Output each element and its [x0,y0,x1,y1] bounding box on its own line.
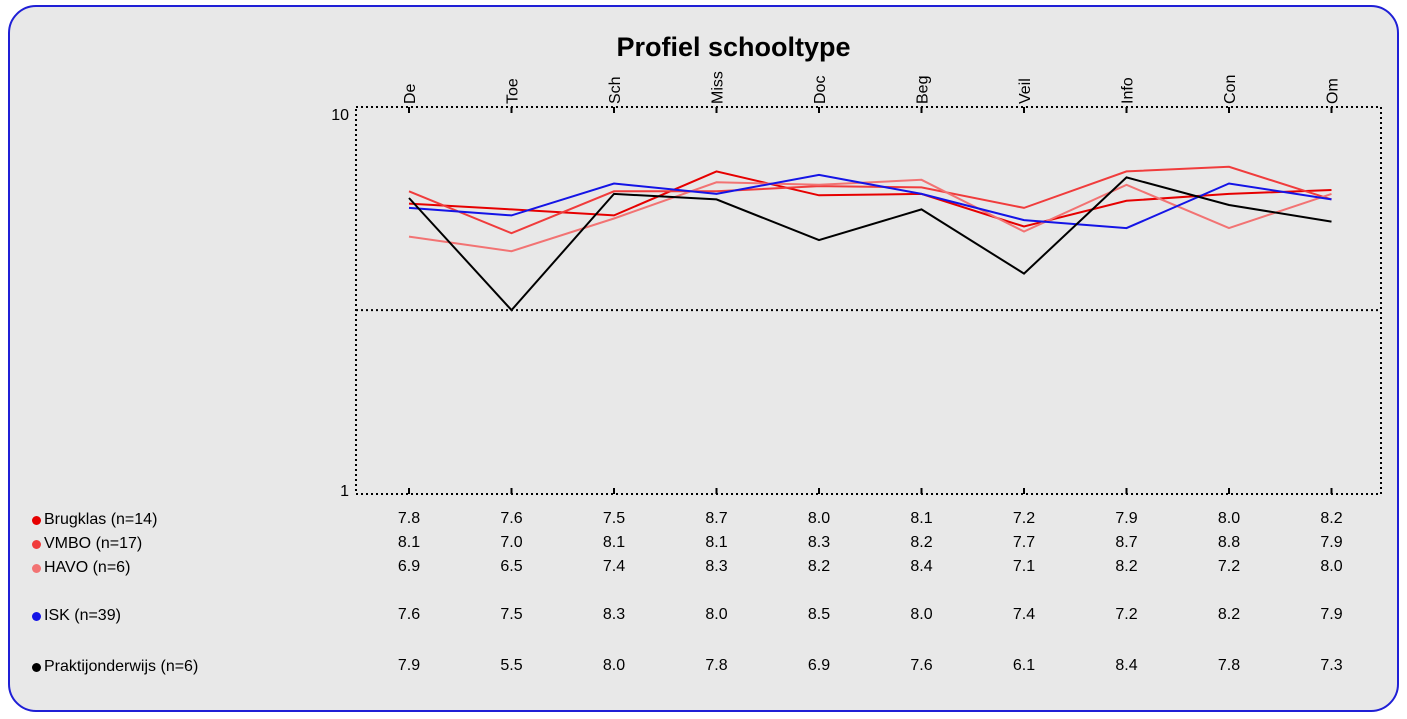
legend-marker [32,563,41,573]
data-value-label: 7.9 [1320,534,1343,551]
data-value-label: 8.2 [1217,606,1241,623]
data-value-label: 7.2 [1115,606,1138,623]
data-value-label: 8.2 [910,534,933,551]
data-value-label: 7.7 [1012,534,1036,551]
data-value-label: 8.3 [807,534,831,551]
data-value-label: 8.0 [1320,558,1343,575]
series-lines [408,165,1332,312]
data-value-label: 8.5 [807,606,831,623]
data-value-label: 7.9 [397,657,421,674]
data-value-label: 8.1 [705,534,728,551]
series-line [408,178,1332,253]
series-line [408,176,1332,312]
data-value-label: 7.8 [397,510,421,527]
data-value-label: 8.8 [1217,534,1241,551]
legend-label: HAVO (n=6) [44,559,131,576]
legend-label: Brugklas (n=14) [44,511,158,528]
x-tick-label: De [402,83,419,104]
data-value-label: 7.6 [500,510,523,527]
data-value-label: 8.1 [910,510,933,527]
data-value-label: 8.2 [807,558,831,575]
data-value-label: 7.1 [1012,558,1036,575]
legend-label: Praktijonderwijs (n=6) [44,658,199,675]
chart-title: Profiel schooltype [616,32,851,62]
data-value-label: 8.4 [910,558,933,575]
data-value-label: 5.5 [500,657,523,674]
data-value-label: 7.4 [1012,606,1036,623]
data-value-label: 8.4 [1115,657,1138,674]
data-value-label: 8.7 [705,510,728,527]
data-value-label: 8.1 [602,534,626,551]
data-value-label: 7.4 [602,558,626,575]
legend-marker [32,515,41,525]
data-value-label: 8.2 [1115,558,1138,575]
legend-item: Brugklas (n=14) [32,510,157,530]
legend-marker [32,611,41,621]
x-tick-label: Miss [710,71,727,104]
data-value-label: 7.6 [910,657,933,674]
data-value-label: 7.5 [602,510,626,527]
data-value-label: 8.3 [602,606,626,623]
legend-item: HAVO (n=6) [32,558,130,578]
x-tick-label: Veil [1017,78,1034,104]
data-value-label: 7.3 [1320,657,1343,674]
x-tick-label: Sch [607,76,624,104]
data-value-label: 8.0 [910,606,933,623]
legend-label: ISK (n=39) [44,607,121,624]
data-value-label: 8.7 [1115,534,1138,551]
legend-label: VMBO (n=17) [44,535,143,552]
chart-panel [8,5,1399,712]
y-tick-label: 10 [331,107,349,124]
data-value-label: 7.8 [705,657,728,674]
legend-marker [32,539,41,549]
data-value-label: 7.6 [397,606,421,623]
data-value-label: 7.2 [1217,558,1241,575]
data-value-label: 8.0 [602,657,626,674]
x-tick-label: Beg [915,76,932,104]
x-tick-label: Con [1222,75,1239,104]
x-tick-label: Info [1120,77,1137,104]
data-value-label: 7.8 [1217,657,1241,674]
data-value-label: 7.9 [1115,510,1138,527]
series-line [408,165,1332,235]
y-tick-label: 1 [340,483,349,500]
plot-area [355,106,1382,495]
legend-marker [32,662,41,672]
data-value-label: 8.2 [1320,510,1343,527]
x-axis-labels: De Toe Sch Miss Doc Beg Veil Info Con Om [402,71,1342,494]
legend-item: ISK (n=39) [32,606,121,626]
data-value-label: 7.5 [500,606,523,623]
data-value-label: 6.9 [807,657,831,674]
legend-item: Praktijonderwijs (n=6) [32,657,198,677]
x-tick-label: Toe [505,78,522,104]
data-value-label: 6.5 [500,558,523,575]
data-value-label: 8.0 [705,606,728,623]
data-value-label: 6.9 [397,558,421,575]
x-tick-label: Doc [812,76,829,104]
data-value-label: 8.0 [1217,510,1241,527]
data-value-label: 7.2 [1012,510,1036,527]
x-tick-label: Om [1325,78,1342,104]
series-line [408,173,1332,230]
legend-item: VMBO (n=17) [32,534,142,554]
data-value-label: 7.0 [500,534,523,551]
data-value-label: 8.3 [705,558,728,575]
data-value-label: 7.9 [1320,606,1343,623]
data-value-label: 8.0 [807,510,831,527]
data-value-label: 8.1 [397,534,421,551]
data-value-label: 6.1 [1012,657,1036,674]
